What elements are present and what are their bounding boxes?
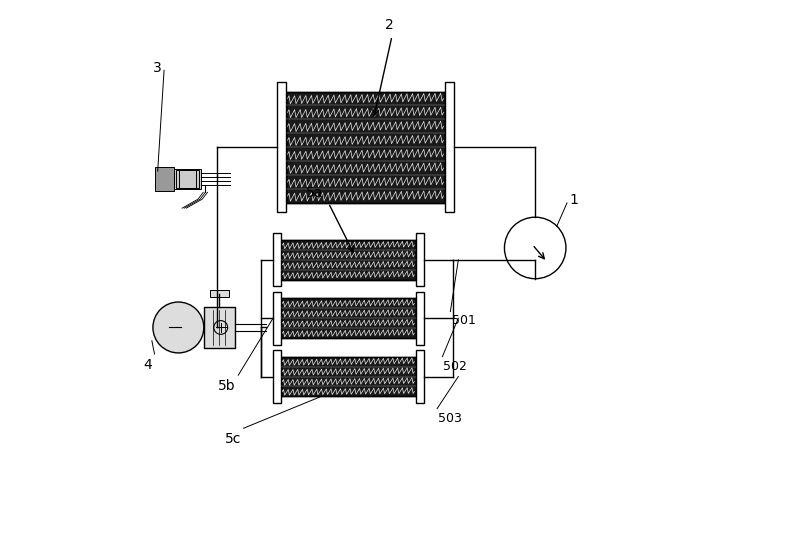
Bar xyxy=(281,357,416,397)
Bar xyxy=(204,308,234,348)
Bar xyxy=(277,82,286,213)
Text: 503: 503 xyxy=(438,413,462,425)
Text: 501: 501 xyxy=(452,314,476,327)
Bar xyxy=(445,82,454,213)
Bar xyxy=(176,169,198,189)
Bar xyxy=(281,298,416,338)
Bar xyxy=(179,170,196,188)
Bar xyxy=(416,350,423,403)
Bar xyxy=(281,357,416,397)
Text: 502: 502 xyxy=(443,360,467,373)
Text: 4: 4 xyxy=(143,358,152,372)
Bar xyxy=(281,240,416,280)
Bar xyxy=(281,298,416,338)
Bar xyxy=(174,169,201,189)
Bar xyxy=(273,350,281,403)
Circle shape xyxy=(153,302,204,353)
Text: 3: 3 xyxy=(153,61,162,75)
Bar xyxy=(210,290,229,297)
Bar xyxy=(273,233,281,286)
Bar xyxy=(286,92,445,203)
Bar xyxy=(155,167,174,191)
Text: 2: 2 xyxy=(385,18,394,32)
Text: 5c: 5c xyxy=(225,432,241,446)
Bar xyxy=(273,292,281,345)
Text: 5a: 5a xyxy=(306,186,323,200)
Bar xyxy=(416,292,423,345)
Bar xyxy=(416,233,423,286)
Bar xyxy=(281,240,416,280)
Text: 1: 1 xyxy=(570,193,578,207)
Bar xyxy=(286,92,445,203)
Text: 5b: 5b xyxy=(218,379,236,393)
